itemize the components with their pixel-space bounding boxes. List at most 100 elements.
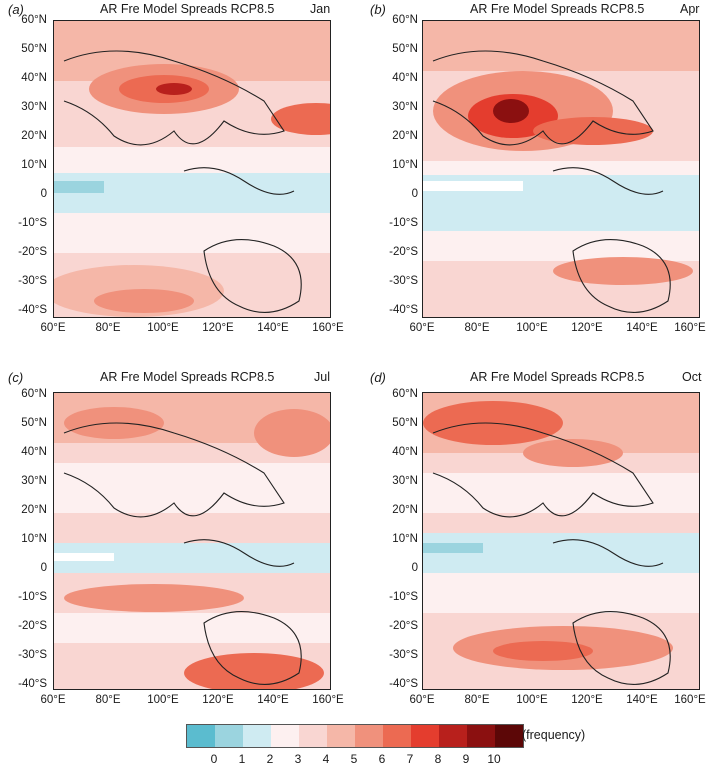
lat-label: 0: [40, 562, 47, 574]
lat-label: -10°S: [389, 217, 418, 229]
panel-d: (d) AR Fre Model Spreads RCP8.5 Oct 60°N…: [360, 368, 720, 740]
panel-title: AR Fre Model Spreads RCP8.5: [100, 2, 275, 16]
lat-label: 40°N: [21, 446, 47, 458]
panel-a: (a) AR Fre Model Spreads RCP8.5 Jan 60°N…: [0, 0, 360, 372]
panel-title: AR Fre Model Spreads RCP8.5: [100, 370, 275, 384]
lat-label: 60°N: [392, 388, 418, 400]
lon-label: 140°E: [626, 322, 658, 334]
lat-label: -30°S: [389, 649, 418, 661]
colorbar-swatch: [439, 725, 467, 747]
colorbar-tick: 1: [238, 752, 246, 766]
lat-label: 10°N: [21, 533, 47, 545]
colorbar-tick: 2: [266, 752, 274, 766]
colorbar-swatch: [411, 725, 439, 747]
lon-label: 100°E: [147, 322, 179, 334]
lat-label: -20°S: [389, 246, 418, 258]
lon-label: 120°E: [571, 694, 603, 706]
lat-label: 60°N: [392, 14, 418, 26]
lon-label: 160°E: [674, 322, 706, 334]
lat-label: -30°S: [18, 649, 47, 661]
colorbar-swatch: [271, 725, 299, 747]
lon-label: 80°E: [95, 322, 121, 334]
lon-label: 120°E: [202, 694, 234, 706]
colorbar-tick: 5: [350, 752, 358, 766]
colorbar-swatch: [383, 725, 411, 747]
lon-label: 60°E: [40, 322, 66, 334]
lat-label: 50°N: [21, 43, 47, 55]
colorbar-swatch: [355, 725, 383, 747]
panel-label: (d): [370, 370, 386, 385]
lat-label: 10°N: [392, 159, 418, 171]
lat-label: 20°N: [392, 504, 418, 516]
lat-label: 20°N: [392, 130, 418, 142]
lon-label: 60°E: [409, 322, 435, 334]
lon-label: 120°E: [571, 322, 603, 334]
map-oct-field: [423, 393, 699, 689]
lat-label: -40°S: [18, 678, 47, 690]
lat-label: 0: [40, 188, 47, 200]
lon-label: 140°E: [257, 694, 289, 706]
lat-label: 50°N: [392, 43, 418, 55]
colorbar-tick: 6: [378, 752, 386, 766]
lat-label: -30°S: [18, 275, 47, 287]
panel-c: (c) AR Fre Model Spreads RCP8.5 Jul 60°N…: [0, 368, 360, 740]
lat-label: 10°N: [392, 533, 418, 545]
lon-label: 160°E: [312, 694, 344, 706]
lat-label: 50°N: [392, 417, 418, 429]
colorbar-swatch: [299, 725, 327, 747]
lat-label: -20°S: [18, 246, 47, 258]
lon-label: 100°E: [516, 322, 548, 334]
panel-title: AR Fre Model Spreads RCP8.5: [470, 370, 645, 384]
lon-label: 160°E: [674, 694, 706, 706]
lat-label: -10°S: [18, 217, 47, 229]
colorbar: [186, 724, 524, 748]
lon-label: 120°E: [202, 322, 234, 334]
panel-label: (a): [8, 2, 24, 17]
lat-label: 30°N: [21, 475, 47, 487]
map-jul: [53, 392, 331, 690]
lon-label: 80°E: [464, 322, 490, 334]
colorbar-swatch: [327, 725, 355, 747]
lat-label: 30°N: [392, 101, 418, 113]
colorbar-tick: 10: [487, 752, 501, 766]
panel-b: (b) AR Fre Model Spreads RCP8.5 Apr 60°N…: [360, 0, 720, 372]
lon-label: 80°E: [95, 694, 121, 706]
colorbar-tick: 4: [322, 752, 330, 766]
lon-label: 100°E: [147, 694, 179, 706]
lon-label: 100°E: [516, 694, 548, 706]
lat-label: 20°N: [21, 130, 47, 142]
panel-label: (c): [8, 370, 24, 385]
panel-month: Oct: [682, 370, 702, 384]
map-apr: [422, 20, 700, 318]
colorbar-swatch: [243, 725, 271, 747]
colorbar-tick: 3: [294, 752, 302, 766]
lat-label: 40°N: [392, 446, 418, 458]
panel-title: AR Fre Model Spreads RCP8.5: [470, 2, 645, 16]
lon-label: 60°E: [40, 694, 66, 706]
lat-label: 20°N: [21, 504, 47, 516]
map-jan: [53, 20, 331, 318]
colorbar-unit: (frequency): [522, 728, 586, 742]
colorbar-tick: 7: [406, 752, 414, 766]
map-jul-field: [54, 393, 330, 689]
lat-label: -40°S: [389, 304, 418, 316]
lat-label: 30°N: [21, 101, 47, 113]
lon-label: 60°E: [409, 694, 435, 706]
lat-label: -40°S: [389, 678, 418, 690]
lat-label: 10°N: [21, 159, 47, 171]
lon-label: 140°E: [626, 694, 658, 706]
colorbar-swatch: [467, 725, 495, 747]
map-jan-field: [54, 21, 330, 317]
lon-label: 160°E: [312, 322, 344, 334]
panel-label: (b): [370, 2, 386, 17]
lat-label: -10°S: [389, 591, 418, 603]
colorbar-tick: 8: [434, 752, 442, 766]
lat-label: 0: [411, 562, 418, 574]
colorbar-tick: 9: [462, 752, 470, 766]
lat-label: 30°N: [392, 475, 418, 487]
lat-label: -20°S: [389, 620, 418, 632]
lat-label: 50°N: [21, 417, 47, 429]
panel-month: Jan: [310, 2, 331, 16]
colorbar-swatch: [215, 725, 243, 747]
lon-label: 80°E: [464, 694, 490, 706]
